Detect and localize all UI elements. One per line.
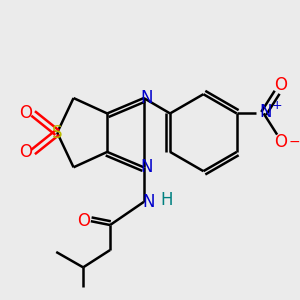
Text: O: O [274,133,287,151]
Text: O: O [77,212,90,230]
Text: O: O [19,143,32,161]
Text: S: S [52,124,62,142]
Text: N: N [140,89,153,107]
Text: N: N [142,193,155,211]
Text: H: H [160,191,173,209]
Text: N: N [259,103,272,121]
Text: O: O [19,104,32,122]
Text: −: − [289,135,300,149]
Text: +: + [272,99,282,112]
Text: N: N [140,158,153,176]
Text: O: O [274,76,287,94]
